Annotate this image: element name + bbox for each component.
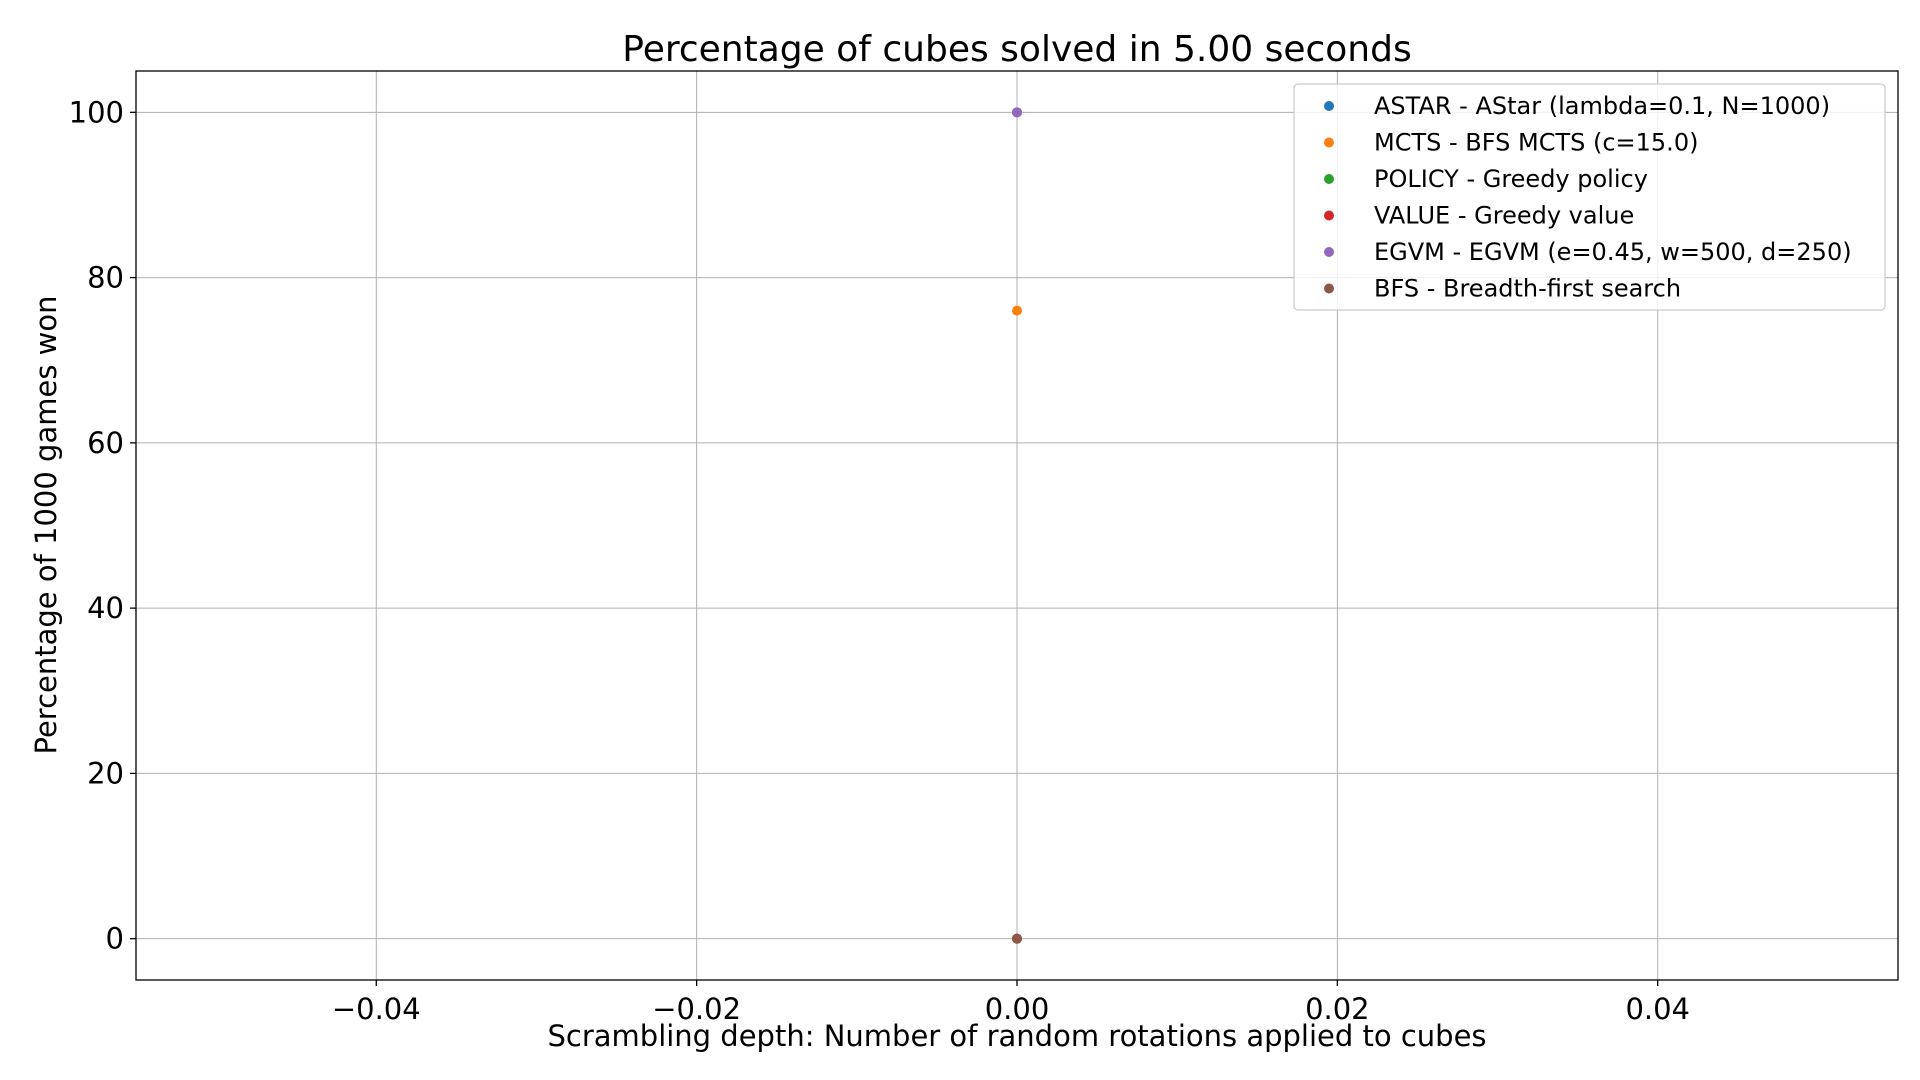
data-point	[1012, 107, 1022, 118]
legend: ASTAR - AStar (lambda=0.1, N=1000) MCTS -…	[1293, 83, 1886, 311]
x-axis-label: Scrambling depth: Number of random rotat…	[547, 1019, 1486, 1053]
legend-label: MCTS - BFS MCTS (c=15.0)	[1374, 129, 1698, 157]
y-tick-label: 100	[69, 95, 124, 129]
y-tick-label: 60	[87, 426, 124, 460]
y-tick-label: 40	[87, 591, 124, 625]
data-point	[1012, 933, 1022, 944]
legend-marker	[1324, 174, 1334, 184]
legend-label: EGVM - EGVM (e=0.45, w=500, d=250)	[1374, 238, 1852, 266]
legend-marker	[1324, 137, 1334, 148]
x-axis-ticks: −0.04 −0.02 0.00 0.02 0.04	[332, 980, 1690, 1026]
y-axis-label: Percentage of 1000 games won	[29, 296, 63, 755]
data-points	[1012, 107, 1022, 944]
legend-box	[1293, 83, 1886, 311]
x-tick-label: −0.04	[332, 992, 421, 1026]
data-point	[1012, 305, 1022, 316]
chart-title: Percentage of cubes solved in 5.00 secon…	[622, 29, 1411, 70]
legend-label: BFS - Breadth-first search	[1374, 275, 1681, 303]
legend-marker	[1324, 283, 1334, 294]
y-tick-label: 80	[87, 261, 124, 295]
legend-marker	[1324, 247, 1334, 257]
x-tick-label: 0.04	[1625, 992, 1690, 1026]
y-tick-label: 20	[87, 756, 124, 790]
legend-items: ASTAR - AStar (lambda=0.1, N=1000) MCTS -…	[1324, 92, 1852, 303]
x-tick-label: −0.02	[652, 992, 741, 1026]
legend-marker	[1324, 210, 1334, 221]
legend-label: VALUE - Greedy value	[1374, 202, 1634, 230]
legend-marker	[1324, 101, 1334, 111]
legend-label: ASTAR - AStar (lambda=0.1, N=1000)	[1374, 92, 1830, 120]
x-tick-label: 0.00	[985, 992, 1050, 1026]
x-tick-label: 0.02	[1305, 992, 1370, 1026]
legend-label: POLICY - Greedy policy	[1374, 165, 1648, 193]
y-axis-ticks: 0 20 40 60 80 100	[69, 95, 136, 956]
y-tick-label: 0	[106, 922, 124, 956]
